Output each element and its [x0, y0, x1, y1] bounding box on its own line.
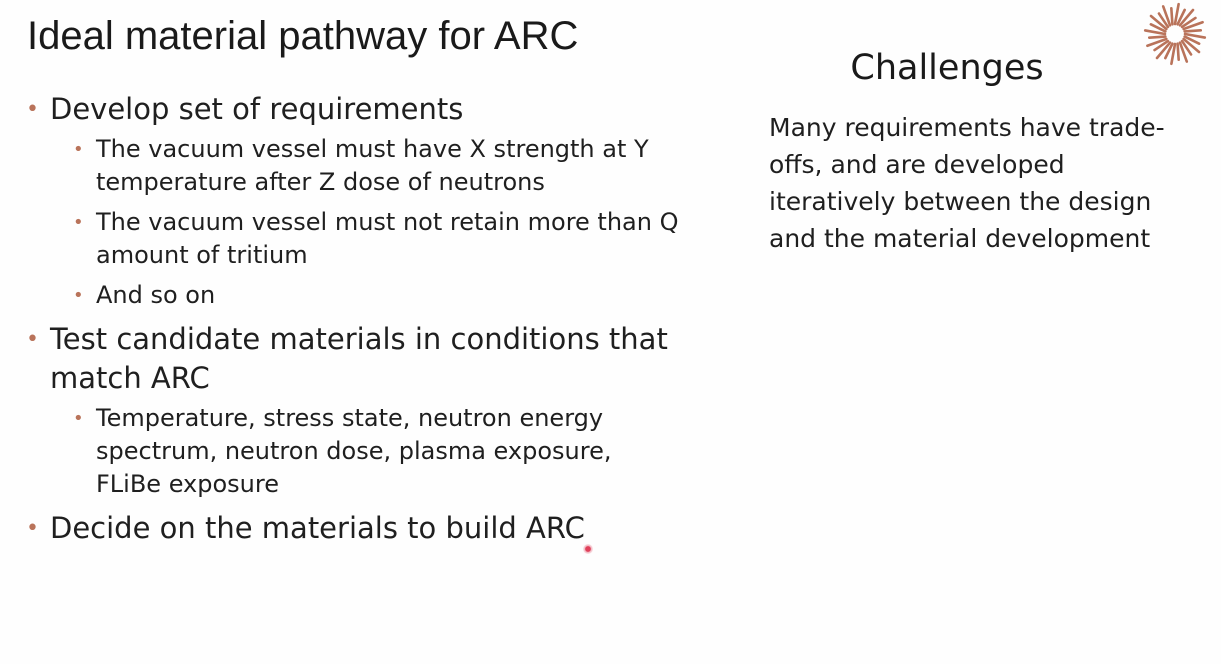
sub-bullet-list: • The vacuum vessel must have X strength… [50, 133, 684, 312]
bullet-text: Develop set of requirements [50, 92, 464, 126]
sub-bullet-dot: • [73, 408, 84, 429]
bullet-item: • Decide on the materials to build ARC [24, 509, 684, 548]
logo-ray [1180, 16, 1197, 29]
logo-ray [1183, 32, 1207, 39]
logo-ray [1170, 42, 1177, 66]
slide-title: Ideal material pathway for ARC [27, 14, 579, 58]
logo-ray [1180, 39, 1193, 56]
logo-ray [1183, 29, 1203, 33]
bullet-item: • Develop set of requirements • The vacu… [24, 90, 684, 312]
bullet-dot: • [26, 327, 39, 352]
sub-bullet-item: • The vacuum vessel must have X strength… [50, 133, 684, 199]
logo-ray [1157, 12, 1170, 29]
bullet-list: • Develop set of requirements • The vacu… [24, 90, 684, 554]
sub-bullet-item: • Temperature, stress state, neutron ene… [50, 402, 684, 501]
sub-bullet-text: The vacuum vessel must have X strength a… [96, 135, 649, 196]
bullet-text: Decide on the materials to build ARC [50, 511, 585, 545]
logo-ray [1173, 2, 1180, 26]
logo-ray [1183, 35, 1201, 45]
laser-pointer-dot [583, 544, 593, 554]
sub-bullet-text: And so on [96, 281, 216, 309]
sub-bullet-dot: • [73, 139, 84, 160]
logo-ray [1149, 23, 1167, 33]
sub-bullet-item: • The vacuum vessel must not retain more… [50, 206, 684, 272]
logo-ray [1178, 41, 1189, 63]
bullet-dot: • [26, 97, 39, 122]
logo-ray [1161, 5, 1172, 27]
challenges-body: Many requirements have trade-offs, and a… [769, 113, 1165, 253]
logo-ray [1164, 42, 1174, 60]
logo-ray [1155, 41, 1172, 60]
challenges-heading: Challenges [850, 48, 1044, 88]
bullet-dot: • [26, 516, 39, 541]
sub-bullet-text: The vacuum vessel must not retain more t… [96, 208, 679, 269]
logo-ray [1147, 35, 1167, 39]
sub-bullet-text: Temperature, stress state, neutron energ… [96, 404, 612, 498]
bullet-item: • Test candidate materials in conditions… [24, 320, 684, 501]
sunburst-logo-icon [1143, 2, 1207, 66]
logo-ray [1146, 37, 1168, 48]
bullet-text: Test candidate materials in conditions t… [50, 322, 668, 395]
logo-ray [1149, 14, 1168, 31]
sub-bullet-dot: • [73, 285, 84, 306]
logo-ray [1176, 42, 1180, 62]
logo-ray [1170, 6, 1174, 26]
logo-ray [1178, 8, 1195, 27]
logo-ray [1182, 20, 1204, 31]
logo-ray [1143, 29, 1167, 36]
sub-bullet-list: • Temperature, stress state, neutron ene… [50, 402, 684, 501]
sub-bullet-dot: • [73, 212, 84, 233]
logo-ray [1153, 39, 1170, 52]
logo-ray [1176, 8, 1186, 26]
sub-bullet-item: • And so on [50, 279, 684, 312]
logo-ray [1182, 37, 1201, 54]
